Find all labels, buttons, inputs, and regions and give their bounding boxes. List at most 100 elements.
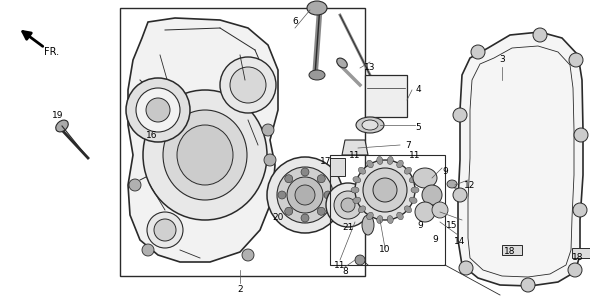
Ellipse shape — [262, 124, 274, 136]
Text: 5: 5 — [415, 123, 421, 132]
Ellipse shape — [362, 120, 378, 130]
Ellipse shape — [471, 45, 485, 59]
Ellipse shape — [301, 214, 309, 222]
Ellipse shape — [533, 28, 547, 42]
Text: 20: 20 — [273, 213, 284, 222]
Ellipse shape — [301, 168, 309, 176]
Ellipse shape — [277, 167, 333, 223]
Text: 18: 18 — [504, 247, 516, 256]
Text: 17: 17 — [320, 157, 332, 166]
Ellipse shape — [242, 249, 254, 261]
Ellipse shape — [126, 78, 190, 142]
Ellipse shape — [146, 98, 170, 122]
Ellipse shape — [377, 216, 383, 224]
Ellipse shape — [569, 53, 583, 67]
Ellipse shape — [521, 278, 535, 292]
Ellipse shape — [413, 168, 437, 188]
Ellipse shape — [230, 67, 266, 103]
Bar — [330, 155, 445, 265]
Ellipse shape — [573, 203, 587, 217]
Polygon shape — [128, 18, 278, 262]
Ellipse shape — [278, 191, 286, 199]
Ellipse shape — [362, 215, 374, 235]
Ellipse shape — [285, 175, 293, 183]
Ellipse shape — [387, 157, 394, 164]
Ellipse shape — [154, 219, 176, 241]
Text: 16: 16 — [146, 131, 158, 139]
Text: 18: 18 — [572, 253, 584, 262]
Text: 11: 11 — [335, 260, 346, 269]
Ellipse shape — [353, 177, 360, 183]
Ellipse shape — [317, 207, 325, 215]
Ellipse shape — [363, 168, 407, 212]
Ellipse shape — [358, 206, 366, 213]
Ellipse shape — [267, 157, 343, 233]
Ellipse shape — [142, 244, 154, 256]
Ellipse shape — [295, 185, 315, 205]
Ellipse shape — [355, 255, 365, 265]
Ellipse shape — [404, 206, 412, 213]
Ellipse shape — [147, 212, 183, 248]
Polygon shape — [342, 140, 368, 155]
Text: 11: 11 — [349, 150, 360, 160]
Ellipse shape — [307, 1, 327, 15]
Ellipse shape — [337, 58, 348, 68]
Text: 19: 19 — [53, 110, 64, 119]
Ellipse shape — [409, 177, 417, 183]
Text: 3: 3 — [499, 55, 505, 64]
Ellipse shape — [341, 198, 355, 212]
Text: 9: 9 — [432, 235, 438, 244]
Ellipse shape — [309, 70, 325, 80]
Ellipse shape — [367, 160, 373, 168]
Text: 12: 12 — [464, 181, 476, 190]
Bar — [502, 245, 522, 255]
Ellipse shape — [136, 88, 180, 132]
Ellipse shape — [432, 202, 448, 218]
Ellipse shape — [220, 57, 276, 113]
Ellipse shape — [129, 179, 141, 191]
Text: 8: 8 — [342, 268, 348, 277]
Ellipse shape — [447, 180, 457, 188]
Ellipse shape — [409, 197, 417, 203]
Ellipse shape — [353, 197, 360, 203]
Text: 9: 9 — [417, 221, 423, 229]
Ellipse shape — [396, 160, 404, 168]
Ellipse shape — [355, 160, 415, 220]
Ellipse shape — [324, 191, 332, 199]
Ellipse shape — [287, 177, 323, 213]
Ellipse shape — [356, 117, 384, 133]
Ellipse shape — [422, 185, 442, 205]
Ellipse shape — [351, 187, 359, 193]
Polygon shape — [458, 32, 583, 286]
Ellipse shape — [317, 175, 325, 183]
Ellipse shape — [377, 157, 383, 164]
Ellipse shape — [459, 261, 473, 275]
Ellipse shape — [396, 212, 404, 220]
Ellipse shape — [326, 183, 370, 227]
Ellipse shape — [285, 207, 293, 215]
Text: 13: 13 — [364, 64, 376, 73]
Ellipse shape — [177, 125, 233, 185]
Ellipse shape — [264, 154, 276, 166]
Ellipse shape — [568, 263, 582, 277]
Ellipse shape — [163, 110, 247, 200]
Ellipse shape — [129, 99, 141, 111]
Ellipse shape — [334, 191, 362, 219]
Ellipse shape — [373, 178, 397, 202]
Text: 9: 9 — [442, 167, 448, 176]
Text: FR.: FR. — [44, 47, 60, 57]
Text: 7: 7 — [405, 141, 411, 150]
Bar — [572, 248, 590, 258]
Text: 4: 4 — [415, 85, 421, 95]
Ellipse shape — [574, 128, 588, 142]
Ellipse shape — [453, 188, 467, 202]
Text: 6: 6 — [292, 17, 298, 26]
Bar — [365, 75, 407, 117]
Ellipse shape — [55, 120, 68, 132]
Text: 2: 2 — [237, 286, 243, 294]
Text: 14: 14 — [454, 237, 466, 247]
Bar — [330, 158, 345, 176]
Text: 11: 11 — [409, 150, 421, 160]
Ellipse shape — [387, 216, 394, 224]
Text: 21: 21 — [342, 224, 353, 232]
